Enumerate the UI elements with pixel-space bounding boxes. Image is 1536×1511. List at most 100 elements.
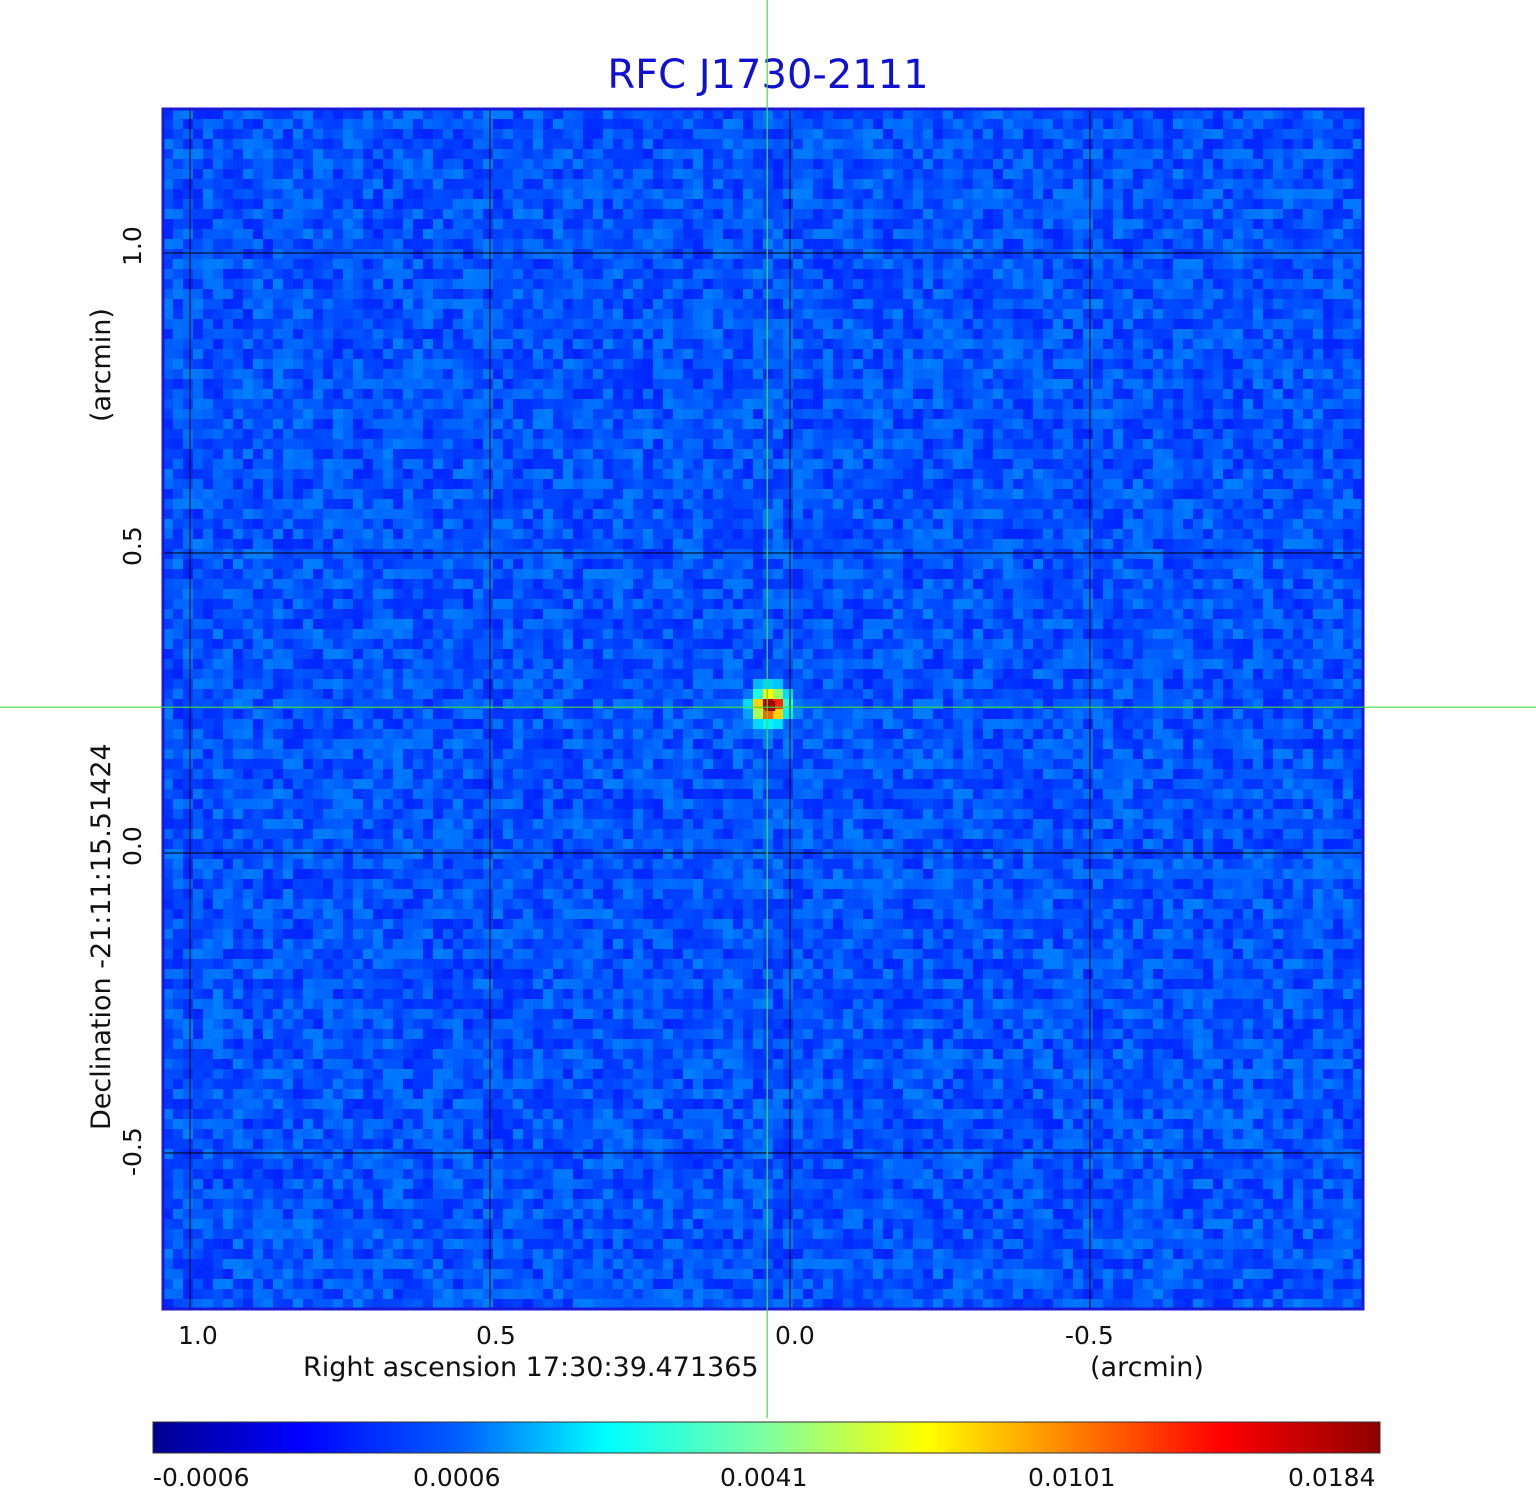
map-pixel [723, 269, 734, 280]
map-pixel [593, 509, 604, 520]
map-pixel [1343, 269, 1354, 280]
map-pixel [783, 399, 794, 410]
map-pixel [523, 449, 534, 460]
map-pixel [1243, 379, 1254, 390]
map-pixel [433, 369, 444, 380]
map-pixel [973, 479, 984, 490]
map-pixel [593, 179, 604, 190]
map-pixel [553, 269, 564, 280]
map-pixel [413, 369, 424, 380]
map-pixel [853, 239, 864, 250]
map-pixel [623, 459, 634, 470]
map-pixel [783, 159, 794, 170]
map-pixel [1063, 389, 1074, 400]
map-pixel [353, 359, 364, 370]
map-pixel [363, 129, 374, 140]
map-pixel [823, 339, 834, 350]
map-pixel [583, 219, 594, 230]
map-pixel [973, 379, 984, 390]
map-pixel [183, 319, 194, 330]
map-pixel [1343, 449, 1354, 460]
map-pixel [1173, 379, 1184, 390]
map-pixel [313, 139, 324, 150]
map-pixel [1183, 369, 1194, 380]
map-pixel [593, 519, 604, 530]
map-pixel [1043, 429, 1054, 440]
map-pixel [1353, 219, 1364, 230]
map-pixel [1323, 239, 1334, 250]
map-pixel [783, 239, 794, 250]
map-pixel [363, 389, 374, 400]
map-pixel [493, 169, 504, 180]
map-pixel [943, 509, 954, 520]
map-pixel [1343, 119, 1354, 130]
map-pixel [1063, 319, 1074, 330]
map-pixel [563, 349, 574, 360]
map-pixel [503, 129, 514, 140]
map-pixel [1123, 209, 1134, 220]
map-pixel [1123, 149, 1134, 160]
map-pixel [473, 349, 484, 360]
map-pixel [853, 519, 864, 530]
map-pixel [1253, 229, 1264, 240]
map-pixel [353, 369, 364, 380]
map-pixel [1233, 459, 1244, 470]
map-pixel [663, 139, 674, 150]
map-pixel [1303, 159, 1314, 170]
map-pixel [493, 419, 504, 430]
map-pixel [913, 479, 924, 490]
map-pixel [823, 119, 834, 130]
map-pixel [683, 199, 694, 210]
map-pixel [563, 249, 574, 260]
map-pixel [183, 199, 194, 210]
map-pixel [383, 249, 394, 260]
map-pixel [843, 459, 854, 470]
map-pixel [573, 459, 584, 470]
map-pixel [363, 449, 374, 460]
map-pixel [593, 309, 604, 320]
map-pixel [173, 519, 184, 530]
map-pixel [223, 139, 234, 150]
map-pixel [253, 269, 264, 280]
map-pixel [623, 389, 634, 400]
map-pixel [1253, 129, 1264, 140]
map-pixel [1253, 179, 1264, 190]
map-pixel [333, 289, 344, 300]
map-pixel [1283, 489, 1294, 500]
map-pixel [1343, 289, 1354, 300]
map-pixel [603, 449, 614, 460]
map-pixel [723, 119, 734, 130]
map-pixel [973, 259, 984, 270]
map-pixel [433, 209, 444, 220]
map-pixel [183, 519, 194, 530]
map-pixel [693, 229, 704, 240]
map-pixel [163, 449, 174, 460]
map-pixel [1293, 369, 1304, 380]
map-pixel [1313, 119, 1324, 130]
map-pixel [283, 249, 294, 260]
map-pixel [613, 439, 624, 450]
map-pixel [333, 409, 344, 420]
map-pixel [1333, 139, 1344, 150]
map-pixel [293, 459, 304, 470]
map-pixel [563, 509, 574, 520]
map-pixel [1323, 159, 1334, 170]
map-pixel [573, 309, 584, 320]
map-pixel [293, 439, 304, 450]
map-pixel [1003, 309, 1014, 320]
map-pixel [683, 359, 694, 370]
map-pixel [443, 249, 454, 260]
map-pixel [1073, 409, 1084, 420]
map-pixel [373, 469, 384, 480]
map-pixel [293, 169, 304, 180]
map-pixel [673, 219, 684, 230]
map-pixel [853, 109, 864, 120]
map-pixel [623, 219, 634, 230]
map-pixel [263, 269, 274, 280]
map-pixel [433, 399, 444, 410]
map-pixel [353, 319, 364, 330]
map-pixel [173, 289, 184, 300]
map-pixel [1143, 419, 1154, 430]
map-pixel [243, 389, 254, 400]
map-pixel [723, 249, 734, 260]
